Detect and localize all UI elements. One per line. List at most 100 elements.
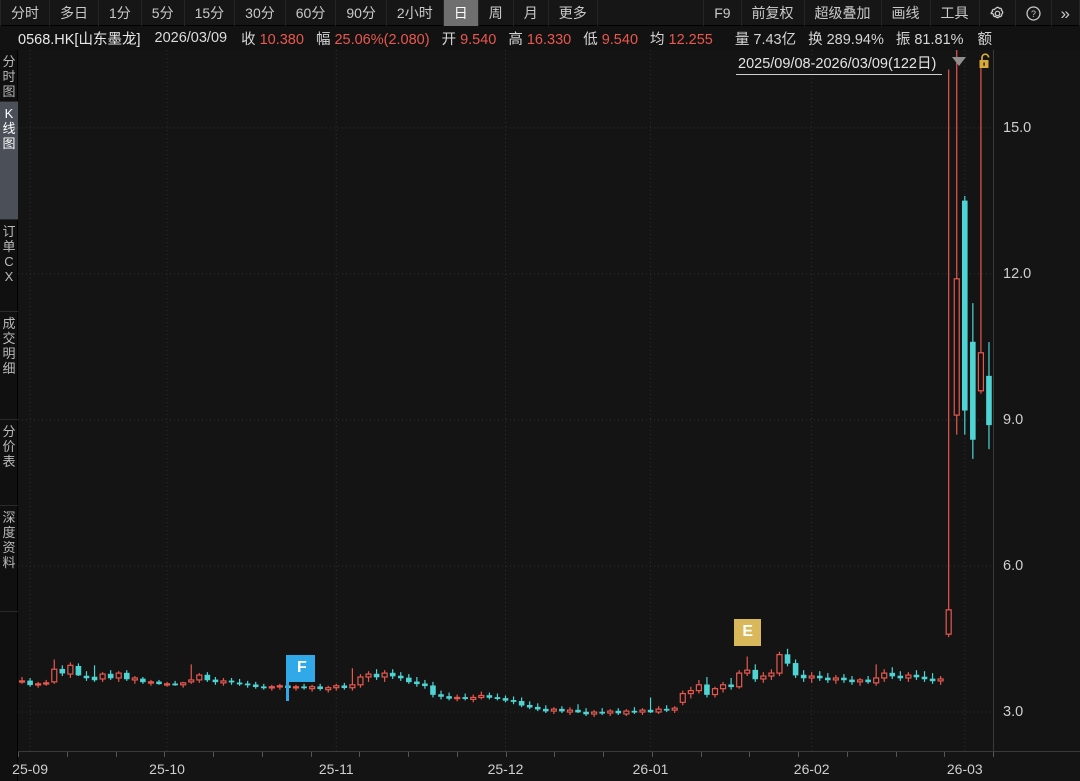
lock-open-icon[interactable] xyxy=(978,52,993,75)
candle-21 xyxy=(188,664,195,684)
candle-117 xyxy=(961,196,968,435)
candle-76 xyxy=(631,707,638,715)
candle-30 xyxy=(260,683,267,690)
chevron-down-icon[interactable] xyxy=(950,54,968,72)
period-tab-9[interactable]: 日 xyxy=(443,0,479,26)
svg-text:?: ? xyxy=(1031,9,1036,19)
period-tab-5[interactable]: 30分 xyxy=(235,0,286,26)
period-tab-8[interactable]: 2小时 xyxy=(387,0,444,26)
candle-11 xyxy=(107,670,114,680)
candle-105 xyxy=(865,676,871,684)
candle-48 xyxy=(406,674,412,684)
x-axis-tick-20 xyxy=(993,752,994,757)
tool-button-0[interactable]: F9 xyxy=(703,0,742,26)
y-axis-label-0: 3.0 xyxy=(1003,704,1024,721)
candle-29 xyxy=(252,681,259,689)
candle-79 xyxy=(655,706,662,715)
candle-54 xyxy=(454,694,461,702)
candle-5 xyxy=(59,665,66,677)
sidebar-item-4[interactable]: 分价表 xyxy=(0,420,18,506)
candle-68 xyxy=(566,707,574,715)
candle-9 xyxy=(91,665,98,682)
x-axis-tick-9 xyxy=(456,752,458,757)
candle-17 xyxy=(156,679,162,685)
candle-20 xyxy=(180,681,187,688)
candle-85 xyxy=(704,677,710,698)
quote-field-value: 81.81% xyxy=(914,31,964,48)
period-tab-10[interactable]: 周 xyxy=(479,0,514,26)
candle-82 xyxy=(679,690,686,706)
sidebar-item-2[interactable]: 订单CX xyxy=(0,220,18,312)
tool-button-3[interactable]: 画线 xyxy=(882,0,931,26)
quote-field-1: 幅 25.06%(2.080) xyxy=(316,28,430,49)
chart-badge-marker-1[interactable]: E xyxy=(734,618,762,646)
x-axis-tick-16 xyxy=(798,752,799,757)
candle-80 xyxy=(663,705,670,713)
help-circle-icon[interactable]: ? xyxy=(1016,0,1052,26)
candle-53 xyxy=(446,692,452,701)
candle-59 xyxy=(494,693,501,701)
date-range-selector[interactable]: 2025/09/08-2026/03/09(122日) xyxy=(736,50,993,76)
candle-52 xyxy=(438,690,444,700)
candle-25 xyxy=(220,677,227,686)
candle-47 xyxy=(397,672,404,681)
sidebar-item-5[interactable]: 深度资料 xyxy=(0,506,18,612)
candle-32 xyxy=(276,683,283,690)
candle-14 xyxy=(131,676,138,684)
candle-87 xyxy=(719,681,727,693)
x-axis-tick-1 xyxy=(66,752,68,757)
quote-field-4: 低 9.540 xyxy=(583,28,638,49)
candle-18 xyxy=(163,681,171,687)
quote-field-6: 量 7.43亿 xyxy=(735,28,796,49)
period-tab-12[interactable]: 更多 xyxy=(549,0,598,26)
quote-field-5: 均 12.255 xyxy=(650,28,713,49)
period-tab-0[interactable]: 分时 xyxy=(0,0,50,26)
candle-92 xyxy=(760,672,767,683)
candle-90 xyxy=(744,656,751,677)
sidebar-item-1[interactable]: K线图 xyxy=(0,102,18,220)
quote-tail-label: 额 xyxy=(977,31,993,48)
tool-button-1[interactable]: 前复权 xyxy=(742,0,805,26)
period-tab-2[interactable]: 1分 xyxy=(99,0,142,26)
gear-icon[interactable] xyxy=(980,0,1016,26)
candle-62 xyxy=(518,697,525,708)
quote-field-value: 16.330 xyxy=(526,31,572,48)
candle-60 xyxy=(502,695,509,703)
candle-98 xyxy=(808,672,815,683)
candle-51 xyxy=(430,681,436,698)
chevron-double-right-icon[interactable]: » xyxy=(1052,0,1080,26)
candle-66 xyxy=(550,707,557,715)
period-tab-3[interactable]: 5分 xyxy=(142,0,185,26)
tool-button-2[interactable]: 超级叠加 xyxy=(805,0,882,26)
sidebar-item-label: 订单CX xyxy=(2,224,16,284)
sidebar-item-label: 分时图 xyxy=(2,54,16,99)
period-tab-11[interactable]: 月 xyxy=(514,0,549,26)
quote-field-label: 换 xyxy=(808,31,823,48)
candle-27 xyxy=(236,678,243,686)
candle-67 xyxy=(559,706,565,714)
y-axis-label-2: 9.0 xyxy=(1003,411,1024,428)
period-tab-4[interactable]: 15分 xyxy=(185,0,236,26)
candle-19 xyxy=(172,680,178,686)
x-axis-label-2: 25-11 xyxy=(318,761,354,777)
sidebar-item-3[interactable]: 成交明细 xyxy=(0,312,18,420)
candle-70 xyxy=(583,708,589,716)
candle-103 xyxy=(849,676,855,685)
candle-88 xyxy=(728,677,734,690)
y-axis-label-4: 15.0 xyxy=(1003,119,1032,136)
quote-field-label: 均 xyxy=(650,31,665,48)
x-axis-label-5: 26-02 xyxy=(793,761,830,777)
candle-26 xyxy=(228,677,235,685)
tool-button-4[interactable]: 工具 xyxy=(931,0,980,26)
period-tab-7[interactable]: 90分 xyxy=(336,0,387,26)
sidebar-item-0[interactable]: 分时图 xyxy=(0,50,18,102)
quote-field-value: 7.43亿 xyxy=(753,31,797,48)
y-axis: 3.0 6.0 9.0 12.0 15.0 xyxy=(993,50,1080,751)
period-tab-1[interactable]: 多日 xyxy=(50,0,99,26)
date-range-label[interactable]: 2025/09/08-2026/03/09(122日) xyxy=(736,52,943,75)
period-tab-6[interactable]: 60分 xyxy=(286,0,337,26)
x-axis-tick-6 xyxy=(310,752,312,757)
x-axis: 25-09 25-10 25-11 25-12 26-01 26-02 26-03 xyxy=(12,751,1080,781)
